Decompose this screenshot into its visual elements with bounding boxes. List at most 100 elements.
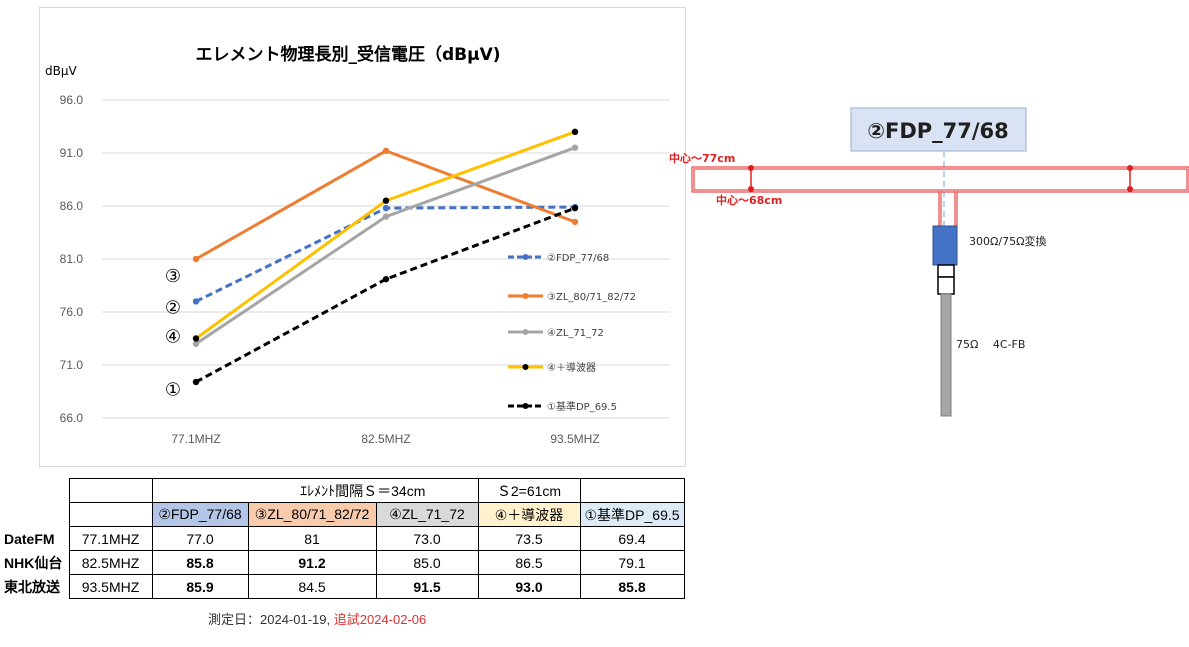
legend-marker: [522, 329, 529, 335]
legend: ②FDP_77/68 ③ZL_80/71_82/72 ④ZL_71_72 ④＋導波器 ①…: [508, 253, 636, 413]
antenna-diagram: ②FDP_77/68 中心～77cm 中心～68cm 300Ω/75Ω変換 75…: [669, 107, 1189, 417]
legend-label: ④ZL_71_72: [547, 328, 604, 339]
table-group-header-row: ｴﾚﾒﾝﾄ間隔Ｓ＝34cm Ｓ2=61cm: [0, 478, 685, 503]
value-cell: 84.5: [247, 574, 377, 599]
line-chart: エレメント物理長別_受信電圧（dBμV) dBμV 66.0 71.0 76.0 81…: [45, 44, 670, 446]
data-point: [192, 335, 200, 342]
y-tick-label: 76.0: [60, 305, 84, 319]
legend-marker: [522, 254, 529, 260]
data-point: [571, 218, 579, 226]
folded-dipole-element: [691, 166, 1189, 226]
column-header: ②FDP_77/68: [151, 502, 249, 527]
freq-cell: 93.5MHZ: [68, 574, 153, 599]
data-point: [382, 213, 390, 220]
legend-item: ①基準DP_69.5: [508, 400, 617, 413]
legend-marker: [522, 293, 529, 299]
y-axis-label: dBμV: [45, 64, 77, 78]
freq-cell: 77.1MHZ: [68, 526, 153, 551]
table-row: 東北放送 93.5MHZ 85.9 84.5 91.5 93.0 85.8: [0, 574, 685, 599]
series-line: [195, 146, 576, 346]
y-tick-label: 81.0: [60, 252, 84, 266]
value-cell: 91.2: [247, 550, 377, 575]
group-header-spacing: ｴﾚﾒﾝﾄ間隔Ｓ＝34cm: [248, 478, 479, 503]
data-point: [382, 197, 390, 204]
legend-label: ③ZL_80/71_82/72: [547, 292, 636, 303]
value-cell: 81: [247, 526, 377, 551]
value-cell: 73.0: [375, 526, 479, 551]
y-tick-label: 86.0: [60, 199, 84, 213]
cable-label: 75Ω 4C-FB: [956, 338, 1025, 351]
y-tick-labels: 66.0 71.0 76.0 81.0 86.0 91.0 96.0: [60, 93, 84, 425]
column-header: ④＋導波器: [477, 502, 581, 527]
station-label: 東北放送: [4, 578, 60, 595]
legend-item: ④＋導波器: [508, 361, 596, 374]
x-tick-labels: 77.1MHZ 82.5MHZ 93.5MHZ: [171, 432, 599, 446]
series-4: [192, 204, 579, 386]
x-tick-label: 77.1MHZ: [171, 432, 220, 446]
data-point: [382, 275, 390, 283]
data-point: [192, 298, 200, 305]
diagram-title: ②FDP_77/68: [867, 119, 1009, 143]
value-cell: 85.9: [151, 574, 249, 599]
column-header: ④ZL_71_72: [375, 502, 479, 527]
series-2: [192, 144, 579, 347]
data-point: [382, 204, 390, 212]
data-point: [571, 204, 579, 212]
balun-label: 300Ω/75Ω変換: [969, 234, 1047, 248]
table-column-header-row: ②FDP_77/68 ③ZL_80/71_82/72 ④ZL_71_72 ④＋導…: [0, 502, 685, 527]
measurement-date: 測定日：2024-01-19,: [208, 612, 331, 627]
column-header: ③ZL_80/71_82/72: [247, 502, 377, 527]
legend-label: ④＋導波器: [547, 361, 596, 374]
series-annotations: ③ ② ④ ①: [165, 266, 181, 400]
series-annotation: ③: [165, 266, 181, 287]
table-row: DateFM 77.1MHZ 77.0 81 73.0 73.5 69.4: [0, 526, 685, 551]
group-header-s2: Ｓ2=61cm: [477, 478, 581, 503]
label-68cm: 中心～68cm: [716, 193, 782, 207]
data-point: [192, 255, 200, 263]
value-cell: 73.5: [477, 526, 581, 551]
freq-cell: 82.5MHZ: [68, 550, 153, 575]
chart-frame: エレメント物理長別_受信電圧（dBμV) dBμV 66.0 71.0 76.0 81…: [39, 7, 686, 467]
coax-cable: [940, 293, 952, 417]
legend-item: ③ZL_80/71_82/72: [508, 292, 636, 303]
series-1: [192, 147, 579, 263]
chart-title: エレメント物理長別_受信電圧（dBμV): [195, 44, 500, 65]
series-line: [195, 206, 576, 384]
y-tick-label: 71.0: [60, 358, 84, 372]
value-cell: 93.0: [477, 574, 581, 599]
value-cell: 85.0: [375, 550, 479, 575]
station-label: NHK仙台: [4, 554, 63, 571]
measurement-date-note: 測定日：2024-01-19, 追試2024-02-06: [208, 609, 426, 628]
value-cell: 91.5: [375, 574, 479, 599]
value-cell: 86.5: [477, 550, 581, 575]
balun-box: [932, 225, 958, 266]
legend-marker: [522, 364, 529, 370]
data-point: [571, 144, 579, 151]
legend-label: ①基準DP_69.5: [547, 400, 617, 413]
series-line: [195, 205, 576, 303]
data-point: [382, 147, 390, 155]
column-header: ①基準DP_69.5: [579, 502, 685, 527]
legend-marker: [522, 403, 529, 409]
series-lines: [192, 128, 579, 386]
measurement-table: ｴﾚﾒﾝﾄ間隔Ｓ＝34cm Ｓ2=61cm ②FDP_77/68 ③ZL_80/…: [0, 478, 685, 599]
table-row: NHK仙台 82.5MHZ 85.8 91.2 85.0 86.5 79.1: [0, 550, 685, 575]
x-tick-label: 82.5MHZ: [361, 432, 410, 446]
value-cell: 85.8: [579, 574, 685, 599]
series-annotation: ②: [165, 298, 181, 319]
legend-item: ④ZL_71_72: [508, 328, 604, 339]
connector-lower: [937, 276, 955, 295]
series-annotation: ④: [165, 326, 181, 347]
label-77cm: 中心～77cm: [669, 151, 735, 165]
x-tick-label: 93.5MHZ: [550, 432, 599, 446]
station-label: DateFM: [4, 530, 55, 547]
series-annotation: ①: [165, 379, 181, 400]
connector: [937, 264, 955, 278]
retest-date: 追試2024-02-06: [333, 612, 427, 627]
element-join-dots: [748, 165, 1133, 192]
value-cell: 85.8: [151, 550, 249, 575]
legend-label: ②FDP_77/68: [547, 253, 609, 264]
value-cell: 69.4: [579, 526, 685, 551]
y-tick-label: 91.0: [60, 146, 84, 160]
diagram-title-box: [850, 107, 1027, 152]
